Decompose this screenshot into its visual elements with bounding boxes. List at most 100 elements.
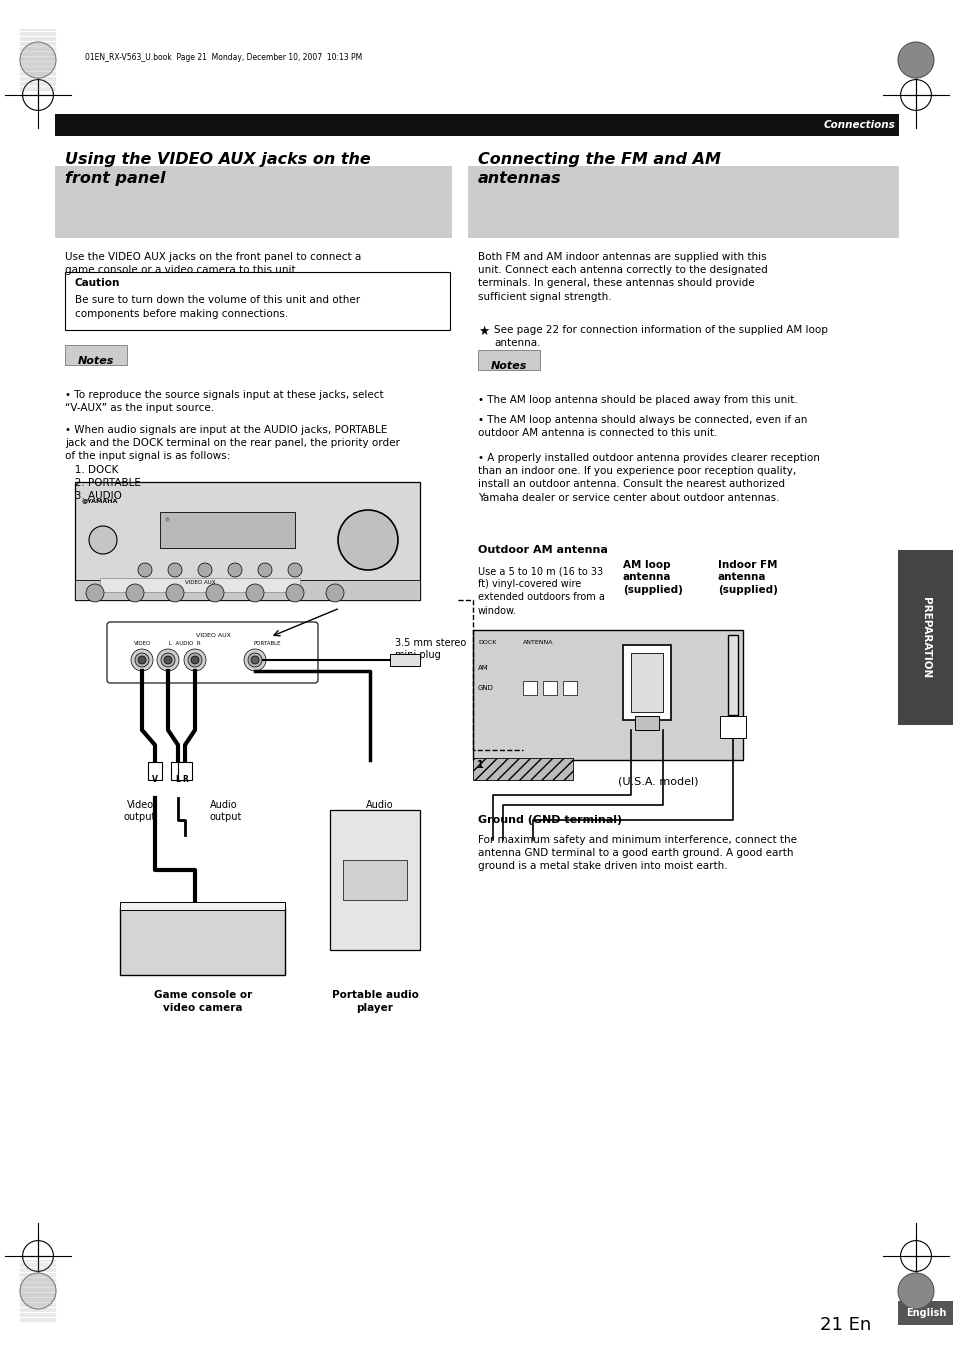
Bar xyxy=(897,550,953,725)
Text: VIDEO AUX: VIDEO AUX xyxy=(195,634,231,638)
Circle shape xyxy=(198,563,212,577)
Text: • To reproduce the source signals input at these jacks, select
“V-AUX” as the in: • To reproduce the source signals input … xyxy=(65,390,383,413)
Circle shape xyxy=(164,657,172,663)
Circle shape xyxy=(157,648,179,671)
Text: Connecting the FM and AM
antennas: Connecting the FM and AM antennas xyxy=(477,153,720,185)
Circle shape xyxy=(166,584,184,603)
Text: Connections: Connections xyxy=(822,120,894,130)
Circle shape xyxy=(248,653,262,667)
Bar xyxy=(160,512,294,549)
Circle shape xyxy=(288,563,302,577)
Bar xyxy=(522,681,537,694)
Text: PREPARATION: PREPARATION xyxy=(920,597,930,678)
Text: • A properly installed outdoor antenna provides clearer reception
than an indoor: • A properly installed outdoor antenna p… xyxy=(477,453,819,503)
Bar xyxy=(65,345,127,365)
Text: @YAMAHA: @YAMAHA xyxy=(82,499,118,503)
Bar xyxy=(477,350,539,370)
Bar xyxy=(473,758,573,780)
Text: AM: AM xyxy=(477,665,488,671)
Circle shape xyxy=(326,584,344,603)
Bar xyxy=(390,654,419,666)
Bar xyxy=(720,716,745,738)
Bar xyxy=(171,762,185,780)
Text: 01EN_RX-V563_U.book  Page 21  Monday, December 10, 2007  10:13 PM: 01EN_RX-V563_U.book Page 21 Monday, Dece… xyxy=(85,54,362,62)
Text: (U.S.A. model): (U.S.A. model) xyxy=(618,777,698,788)
Bar xyxy=(75,482,419,600)
Bar xyxy=(120,902,285,911)
Bar xyxy=(897,1301,953,1325)
Circle shape xyxy=(138,657,146,663)
Circle shape xyxy=(206,584,224,603)
Text: VIDEO: VIDEO xyxy=(134,640,152,646)
Circle shape xyxy=(126,584,144,603)
Circle shape xyxy=(257,563,272,577)
Bar xyxy=(55,166,452,238)
Circle shape xyxy=(135,653,149,667)
Text: ANTENNA: ANTENNA xyxy=(522,640,553,644)
Text: Both FM and AM indoor antennas are supplied with this
unit. Connect each antenna: Both FM and AM indoor antennas are suppl… xyxy=(477,253,767,301)
Circle shape xyxy=(138,563,152,577)
Circle shape xyxy=(89,526,117,554)
Circle shape xyxy=(168,563,182,577)
Circle shape xyxy=(161,653,174,667)
Circle shape xyxy=(286,584,304,603)
Text: VIDEO AUX: VIDEO AUX xyxy=(185,580,215,585)
Text: Use the VIDEO AUX jacks on the front panel to connect a
game console or a video : Use the VIDEO AUX jacks on the front pan… xyxy=(65,253,361,276)
Text: 3.5 mm stereo
mini plug: 3.5 mm stereo mini plug xyxy=(395,638,466,659)
Circle shape xyxy=(20,42,56,78)
Text: Notes: Notes xyxy=(490,361,527,372)
Text: • The AM loop antenna should be placed away from this unit.: • The AM loop antenna should be placed a… xyxy=(477,394,797,405)
Bar xyxy=(343,861,407,900)
Text: Caution: Caution xyxy=(75,278,120,288)
FancyBboxPatch shape xyxy=(107,621,317,684)
Text: Portable audio
player: Portable audio player xyxy=(332,990,418,1013)
Circle shape xyxy=(244,648,266,671)
Text: Be sure to turn down the volume of this unit and other
components before making : Be sure to turn down the volume of this … xyxy=(75,295,359,319)
Text: Outdoor AM antenna: Outdoor AM antenna xyxy=(477,544,607,555)
Bar xyxy=(75,580,419,600)
Text: 21 En: 21 En xyxy=(820,1316,870,1333)
Text: Using the VIDEO AUX jacks on the
front panel: Using the VIDEO AUX jacks on the front p… xyxy=(65,153,371,185)
Bar xyxy=(55,113,898,136)
Bar xyxy=(100,578,299,592)
Text: Notes: Notes xyxy=(78,357,114,366)
Circle shape xyxy=(86,584,104,603)
Bar xyxy=(630,653,662,712)
Text: For maximum safety and minimum interference, connect the
antenna GND terminal to: For maximum safety and minimum interfere… xyxy=(477,835,796,871)
Bar xyxy=(178,762,192,780)
Text: DOCK: DOCK xyxy=(477,640,496,644)
Circle shape xyxy=(251,657,258,663)
Text: L: L xyxy=(175,775,180,784)
Circle shape xyxy=(131,648,152,671)
Circle shape xyxy=(337,509,397,570)
Text: Audio
output: Audio output xyxy=(210,800,242,821)
Circle shape xyxy=(188,653,202,667)
Bar xyxy=(148,762,162,780)
Circle shape xyxy=(246,584,264,603)
Circle shape xyxy=(20,1273,56,1309)
Text: PORTABLE: PORTABLE xyxy=(253,640,280,646)
Text: AM loop
antenna
(supplied): AM loop antenna (supplied) xyxy=(622,561,682,594)
Text: ★: ★ xyxy=(477,326,489,338)
Text: Ground (GND terminal): Ground (GND terminal) xyxy=(477,815,621,825)
Circle shape xyxy=(897,1273,933,1309)
Circle shape xyxy=(228,563,242,577)
Bar xyxy=(542,681,557,694)
Text: Audio
output: Audio output xyxy=(363,800,395,821)
Text: V: V xyxy=(152,775,158,784)
Text: • When audio signals are input at the AUDIO jacks, PORTABLE
jack and the DOCK te: • When audio signals are input at the AU… xyxy=(65,426,399,501)
Text: Use a 5 to 10 m (16 to 33
ft) vinyl-covered wire
extended outdoors from a
window: Use a 5 to 10 m (16 to 33 ft) vinyl-cove… xyxy=(477,566,604,616)
Text: English: English xyxy=(904,1308,945,1319)
Bar xyxy=(120,907,285,975)
Text: Game console or
video camera: Game console or video camera xyxy=(153,990,252,1013)
Text: See page 22 for connection information of the supplied AM loop
antenna.: See page 22 for connection information o… xyxy=(494,326,827,349)
Bar xyxy=(330,811,419,950)
Bar xyxy=(635,716,659,730)
Circle shape xyxy=(184,648,206,671)
Text: 1: 1 xyxy=(476,761,483,770)
Text: Video
output: Video output xyxy=(124,800,156,821)
Bar xyxy=(727,635,738,715)
Bar xyxy=(468,166,898,238)
Text: GND: GND xyxy=(477,685,494,690)
Text: R: R xyxy=(182,775,188,784)
